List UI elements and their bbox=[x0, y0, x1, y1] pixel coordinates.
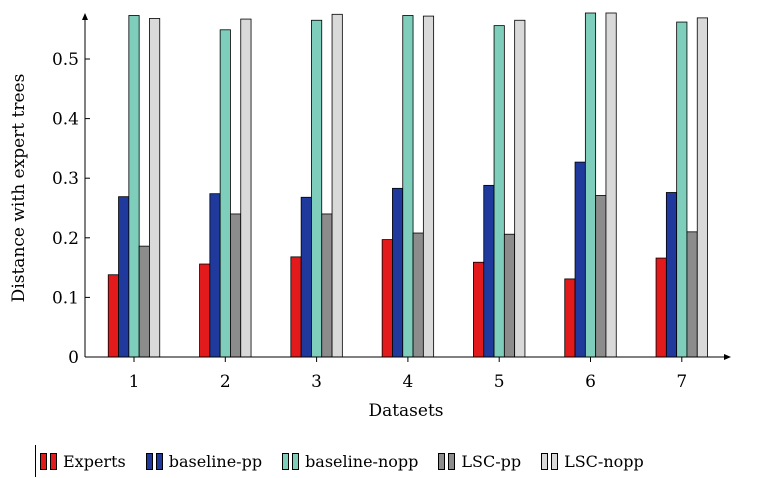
legend-swatch-bar bbox=[448, 452, 456, 470]
legend-item-experts: Experts bbox=[40, 452, 126, 471]
bar-chart: 0 0.1 0.2 0.3 0.4 0.5 1 2 3 4 5 6 7 Datasets Distan… bbox=[9, 12, 731, 421]
x-tick-label: 2 bbox=[220, 372, 231, 392]
legend-swatch-bar bbox=[292, 452, 300, 470]
bar-lsc-pp-4 bbox=[412, 232, 424, 358]
y-ticks-group: 0 0.1 0.2 0.3 0.4 0.5 bbox=[52, 50, 90, 368]
bar-baseline-pp-4 bbox=[392, 187, 404, 358]
y-axis-title: Distance with expert trees bbox=[9, 74, 29, 303]
legend-swatch-bar bbox=[551, 452, 559, 470]
legend: Experts baseline-pp baseline-nopp LSC-pp LSC… bbox=[35, 445, 775, 477]
legend-swatch-bar bbox=[145, 452, 153, 470]
bar-lsc-nopp-2 bbox=[240, 18, 252, 358]
y-tick-label: 0.2 bbox=[52, 229, 79, 249]
bar-baseline-nopp-7 bbox=[676, 21, 688, 358]
x-tick-label: 5 bbox=[494, 372, 505, 392]
bar-baseline-nopp-3 bbox=[311, 19, 323, 358]
y-tick-label: 0.4 bbox=[52, 110, 79, 130]
y-tick-label: 0.3 bbox=[52, 169, 79, 189]
bar-baseline-nopp-5 bbox=[493, 25, 505, 358]
y-tick-label: 0.1 bbox=[52, 288, 79, 308]
y-tick-label: 0 bbox=[68, 348, 79, 368]
y-axis-arrow bbox=[82, 13, 88, 20]
legend-item-baseline-nopp: baseline-nopp bbox=[282, 452, 418, 471]
bar-lsc-pp-2 bbox=[230, 213, 242, 358]
bar-lsc-pp-1 bbox=[138, 245, 150, 358]
bar-baseline-nopp-1 bbox=[128, 15, 140, 358]
bar-baseline-pp-7 bbox=[665, 192, 678, 358]
legend-item-lsc-nopp: LSC-nopp bbox=[541, 452, 644, 471]
bar-baseline-nopp-4 bbox=[402, 15, 414, 358]
legend-item-lsc-pp: LSC-pp bbox=[438, 452, 521, 471]
legend-swatch-bar bbox=[155, 452, 163, 470]
legend-swatch-lsc-pp bbox=[438, 452, 458, 470]
bar-lsc-pp-7 bbox=[686, 231, 698, 358]
bar-baseline-pp-3 bbox=[300, 196, 312, 358]
legend-swatch-bar bbox=[541, 452, 549, 470]
bar-experts-6 bbox=[564, 278, 576, 358]
x-tick-label: 3 bbox=[311, 372, 322, 392]
bar-baseline-pp-2 bbox=[209, 193, 221, 358]
legend-swatch-experts bbox=[40, 452, 60, 470]
bar-experts-1 bbox=[107, 274, 119, 358]
x-tick-label: 1 bbox=[129, 372, 140, 392]
x-ticks-group: 1 2 3 4 5 6 7 bbox=[129, 357, 687, 392]
legend-item-baseline-pp: baseline-pp bbox=[145, 451, 263, 471]
legend-label-lsc-pp: LSC-pp bbox=[461, 451, 522, 471]
bar-experts-7 bbox=[655, 257, 667, 358]
legend-label-baseline-pp: baseline-pp bbox=[168, 451, 263, 471]
legend-swatch-bar bbox=[40, 452, 47, 470]
bar-baseline-nopp-6 bbox=[584, 12, 597, 358]
bar-experts-5 bbox=[473, 261, 485, 358]
x-axis-title: Datasets bbox=[368, 401, 443, 421]
bar-lsc-nopp-3 bbox=[331, 13, 343, 358]
legend-label-experts: Experts bbox=[63, 451, 126, 471]
legend-swatch-lsc-nopp bbox=[541, 452, 561, 470]
legend-swatch-baseline-pp bbox=[145, 452, 166, 470]
x-axis-arrow bbox=[724, 354, 731, 360]
bar-lsc-pp-5 bbox=[503, 233, 516, 358]
bar-lsc-pp-3 bbox=[321, 213, 333, 358]
bar-lsc-nopp-1 bbox=[149, 18, 161, 358]
y-tick-label: 0.5 bbox=[52, 50, 79, 70]
bar-lsc-nopp-4 bbox=[422, 15, 435, 358]
bar-lsc-pp-6 bbox=[595, 195, 607, 358]
bar-baseline-pp-5 bbox=[483, 184, 495, 358]
bar-lsc-nopp-5 bbox=[514, 19, 526, 358]
x-tick-label: 7 bbox=[676, 372, 687, 392]
bar-experts-2 bbox=[199, 263, 211, 358]
bar-baseline-pp-6 bbox=[574, 161, 586, 358]
bar-lsc-nopp-6 bbox=[605, 12, 617, 358]
x-tick-label: 6 bbox=[585, 372, 596, 392]
legend-swatch-baseline-nopp bbox=[282, 452, 302, 470]
legend-label-baseline-nopp: baseline-nopp bbox=[305, 451, 419, 471]
bars-group bbox=[107, 12, 708, 358]
legend-swatch-bar bbox=[50, 452, 57, 470]
bar-experts-4 bbox=[381, 239, 393, 358]
bar-lsc-nopp-7 bbox=[696, 17, 708, 358]
bar-baseline-nopp-2 bbox=[219, 29, 231, 358]
bar-baseline-pp-1 bbox=[118, 196, 130, 358]
legend-label-lsc-nopp: LSC-nopp bbox=[564, 451, 644, 471]
bar-experts-3 bbox=[290, 256, 302, 358]
legend-swatch-bar bbox=[282, 452, 290, 470]
legend-swatch-bar bbox=[438, 452, 446, 470]
x-tick-label: 4 bbox=[402, 372, 413, 392]
